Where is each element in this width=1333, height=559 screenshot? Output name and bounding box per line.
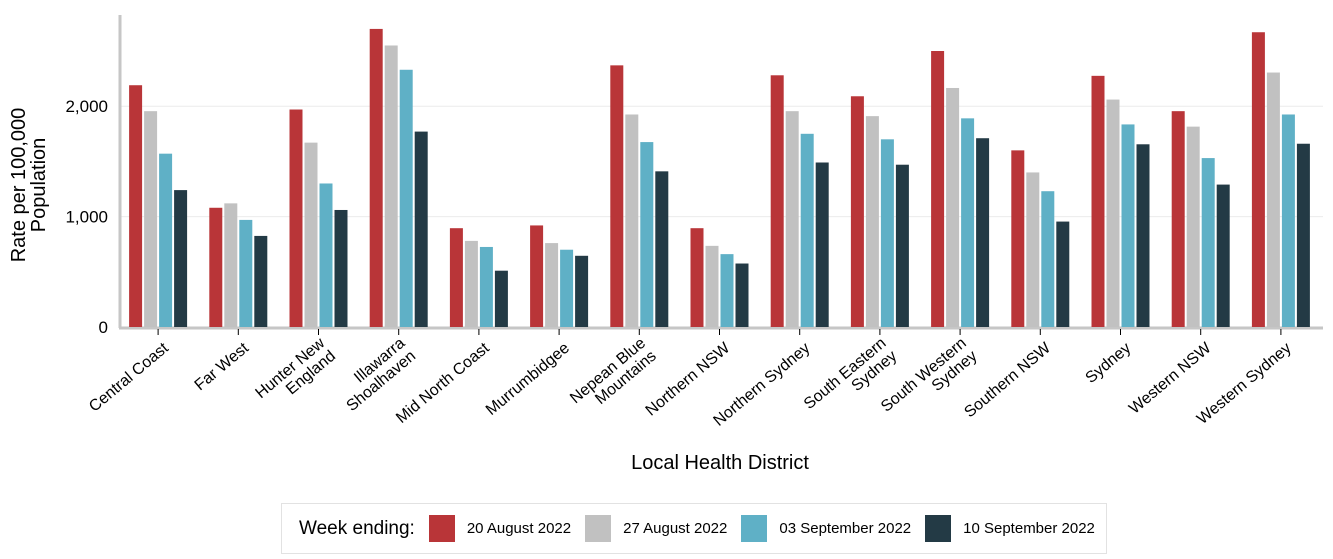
legend-item-10-sep: 10 September 2022	[925, 515, 1095, 542]
bar	[1056, 221, 1070, 327]
legend: Week ending: 20 August 2022 27 August 20…	[281, 503, 1107, 554]
legend-item-27-aug: 27 August 2022	[585, 515, 727, 542]
bar	[414, 131, 428, 327]
bar	[129, 85, 143, 327]
bar	[770, 75, 784, 328]
bar	[880, 139, 894, 327]
bar	[705, 245, 719, 327]
bar	[1216, 184, 1230, 327]
y-tick-label: 2,000	[65, 97, 108, 116]
bar	[530, 225, 544, 327]
bar	[895, 164, 909, 327]
bar	[1011, 150, 1025, 327]
bar	[494, 270, 508, 327]
bar	[610, 65, 624, 328]
legend-label-20-aug: 20 August 2022	[466, 520, 572, 537]
x-tick-label: Sydney	[1082, 340, 1134, 387]
x-axis-title: Local Health District	[631, 452, 809, 474]
bar	[334, 209, 348, 327]
bar	[655, 171, 669, 327]
bar	[850, 96, 864, 327]
bar	[946, 87, 960, 327]
legend-label-10-sep: 10 September 2022	[963, 520, 1095, 537]
bar	[174, 190, 188, 327]
bar	[1296, 143, 1310, 327]
bar	[1251, 32, 1265, 328]
bar	[1136, 144, 1150, 327]
bar-chart: 0 1,000 2,000 Central Coast Far West Hunter N…	[8, 15, 1323, 474]
bar	[1186, 126, 1200, 328]
bar	[1026, 172, 1040, 327]
legend-swatch-03-sep	[741, 515, 768, 542]
bar	[1121, 124, 1135, 327]
bar	[815, 162, 829, 327]
bar	[479, 246, 493, 327]
legend-label-27-aug: 27 August 2022	[623, 520, 728, 537]
bar	[304, 142, 318, 327]
bar	[1106, 99, 1120, 328]
bar	[560, 249, 574, 327]
legend-swatch-10-sep	[925, 515, 952, 542]
bar	[575, 255, 589, 327]
legend-swatch-27-aug	[585, 515, 612, 542]
bar	[1281, 114, 1295, 327]
bar	[289, 109, 303, 328]
bar	[1041, 191, 1055, 327]
x-tick-label: Far West	[192, 339, 253, 394]
y-tick-label: 1,000	[65, 208, 108, 227]
legend-swatch-20-aug	[428, 515, 455, 542]
bar	[449, 228, 463, 327]
bar	[690, 228, 704, 327]
bar	[209, 207, 223, 327]
bar	[399, 69, 413, 327]
bar	[931, 51, 945, 327]
bar	[961, 118, 975, 328]
x-tick-label: Murrumbidgee	[483, 340, 573, 419]
bar	[720, 254, 734, 327]
bar	[545, 243, 559, 327]
bar	[224, 203, 238, 327]
bar	[735, 263, 749, 327]
legend-item-20-aug: 20 August 2022	[428, 515, 572, 542]
bar	[800, 133, 814, 327]
legend-label-03-sep: 03 September 2022	[779, 520, 912, 537]
bar	[640, 142, 654, 327]
bar	[976, 138, 990, 327]
bar	[1201, 158, 1215, 327]
bar	[369, 28, 383, 327]
bar	[159, 153, 173, 327]
bar	[384, 45, 398, 327]
x-tick-label: Western NSW	[1126, 339, 1215, 418]
bar	[1171, 111, 1185, 327]
legend-item-03-sep: 03 September 2022	[741, 515, 911, 542]
x-tick-label: South WesternSydney	[878, 335, 981, 429]
bar	[1091, 75, 1105, 327]
bar	[319, 183, 333, 327]
bar	[464, 240, 478, 327]
bar	[254, 235, 268, 327]
x-tick-label: Central Coast	[86, 339, 172, 415]
bar	[785, 111, 799, 327]
y-tick-label: 0	[99, 318, 108, 337]
legend-title: Week ending:	[299, 517, 415, 539]
bar	[144, 111, 158, 327]
bar	[625, 114, 639, 327]
y-axis-title: Rate per 100,000Population	[8, 108, 50, 263]
bar	[1266, 72, 1280, 327]
bar	[865, 116, 879, 327]
bar	[239, 219, 253, 327]
x-tick-label: Hunter NewEngland	[253, 334, 340, 414]
x-tick-label: Southern NSW	[961, 339, 1054, 421]
